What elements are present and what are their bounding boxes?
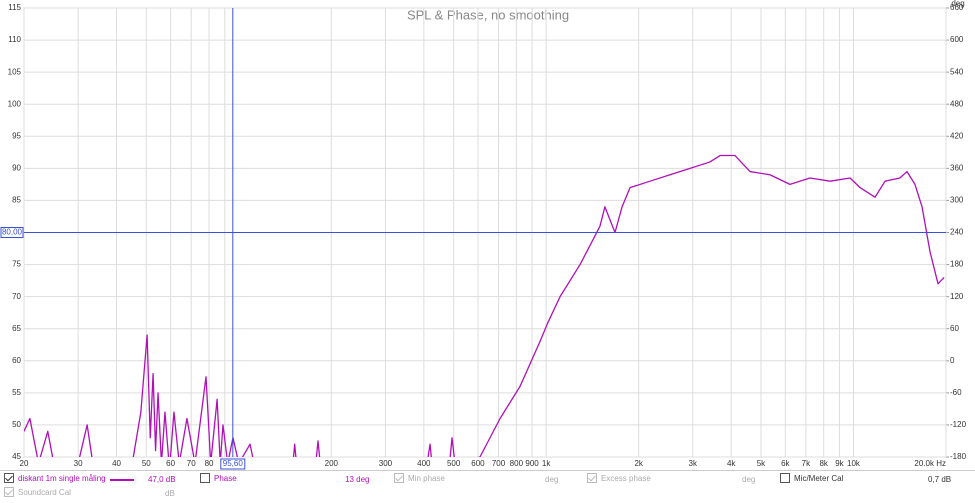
x-tick-label: 6k [781, 459, 790, 468]
legend-label: Mic/Meter Cal [794, 473, 844, 483]
checkbox [394, 473, 404, 483]
legend-value: 47,0 dB [148, 475, 176, 484]
checkbox[interactable] [4, 473, 14, 483]
y2-tick-label: 300 [950, 196, 964, 205]
x-tick-label: 70 [187, 459, 196, 468]
legend-label: Soundcard Cal [18, 487, 71, 497]
x-tick-label: 4k [727, 459, 736, 468]
y2-tick-label: -180 [950, 452, 967, 461]
legend-value: deg [742, 475, 756, 484]
y-tick-label: 60 [12, 356, 21, 365]
chart-title: SPL & Phase, no smoothing [407, 7, 569, 22]
legend-label: Phase [214, 473, 237, 483]
x-tick-label: 300 [379, 459, 393, 468]
series-clip [24, 154, 945, 457]
x-tick-label: 200 [325, 459, 339, 468]
checkbox[interactable] [780, 473, 790, 483]
x-tick-label: 700 [492, 459, 506, 468]
y-tick-label: 100 [8, 99, 22, 108]
y2-tick-label: 480 [950, 99, 964, 108]
y-tick-label: 105 [8, 67, 22, 76]
y-tick-label: 70 [12, 292, 21, 301]
x-tick-label: 800 [510, 459, 524, 468]
y2-tick-label: 240 [950, 228, 964, 237]
y2-tick-label: 420 [950, 131, 964, 140]
x-tick-label: 8k [819, 459, 828, 468]
cursor-x-label: 95,60 [223, 459, 244, 468]
y-tick-label: 50 [12, 420, 21, 429]
legend-swatch [110, 479, 134, 481]
y2-tick-label: 120 [950, 292, 964, 301]
y2-tick-label: -120 [950, 420, 967, 429]
checkbox [4, 487, 14, 497]
legend-value: 0,7 dB [928, 475, 952, 484]
legend-label: Min phase [408, 473, 445, 483]
x-tick-label: 900 [525, 459, 539, 468]
y-tick-label: 110 [8, 35, 21, 44]
x-tick-label: 40 [112, 459, 121, 468]
y2-tick-label: 660 [950, 3, 964, 12]
y2-tick-label: 360 [950, 163, 964, 172]
y-tick-label: 55 [12, 388, 21, 397]
y-tick-label: 45 [12, 452, 21, 461]
cursor-y-label: 80,00 [2, 228, 23, 237]
y2-tick-label: 0 [950, 356, 955, 365]
legend-value: deg [545, 475, 559, 484]
x-tick-label: 5k [757, 459, 766, 468]
y-tick-label: 90 [12, 163, 21, 172]
y2-axis-label: deg [951, 0, 964, 8]
y-tick-label: 95 [12, 131, 21, 140]
legend-value: 13 deg [345, 475, 370, 484]
y2-tick-label: -60 [950, 388, 962, 397]
spl-line [24, 154, 945, 457]
x-tick-label: 30 [74, 459, 83, 468]
x-tick-label: 10k [847, 459, 861, 468]
legend-panel: diskant 1m single måling 47,0 dB Phase 1… [0, 470, 975, 503]
legend-entry[interactable]: Phase [200, 473, 237, 483]
x-tick-label: 1k [542, 459, 551, 468]
checkbox[interactable] [200, 473, 210, 483]
x-tick-label: 400 [417, 459, 431, 468]
y-tick-label: 115 [8, 3, 21, 12]
legend-entry[interactable]: diskant 1m single måling [4, 473, 106, 483]
x-tick-label: 600 [471, 459, 485, 468]
x-tick-label: 50 [142, 459, 151, 468]
cursor-y-box [0, 227, 24, 238]
legend-entry: Soundcard Cal [4, 487, 71, 497]
legend-label: diskant 1m single måling [18, 473, 106, 483]
legend-entry: Excess phase [587, 473, 651, 483]
y2-tick-label: 600 [950, 35, 964, 44]
cursor-x-box [220, 458, 246, 470]
x-tick-label: 20.0k Hz [914, 459, 946, 468]
x-tick-label: 20 [20, 459, 29, 468]
x-tick-label: 7k [802, 459, 811, 468]
x-tick-label: 500 [447, 459, 461, 468]
y2-tick-label: 540 [950, 67, 964, 76]
x-tick-label: 3k [689, 459, 698, 468]
y2-tick-label: 180 [950, 260, 964, 269]
y-tick-label: 75 [12, 260, 21, 269]
legend-entry: Min phase [394, 473, 445, 483]
y2-tick-label: 60 [950, 324, 959, 333]
y-tick-label: 85 [12, 196, 21, 205]
checkbox [587, 473, 597, 483]
x-tick-label: 60 [166, 459, 175, 468]
legend-entry[interactable]: Mic/Meter Cal [780, 473, 843, 483]
x-tick-label: 80 [205, 459, 214, 468]
y-tick-label: 65 [12, 324, 21, 333]
legend-label: Excess phase [601, 473, 651, 483]
x-tick-label: 9k [835, 459, 844, 468]
legend-value: dB [165, 489, 175, 498]
x-tick-label: 2k [634, 459, 643, 468]
chart: SPL & Phase, no smoothing deg 45 50 55 60 65… [0, 0, 967, 470]
